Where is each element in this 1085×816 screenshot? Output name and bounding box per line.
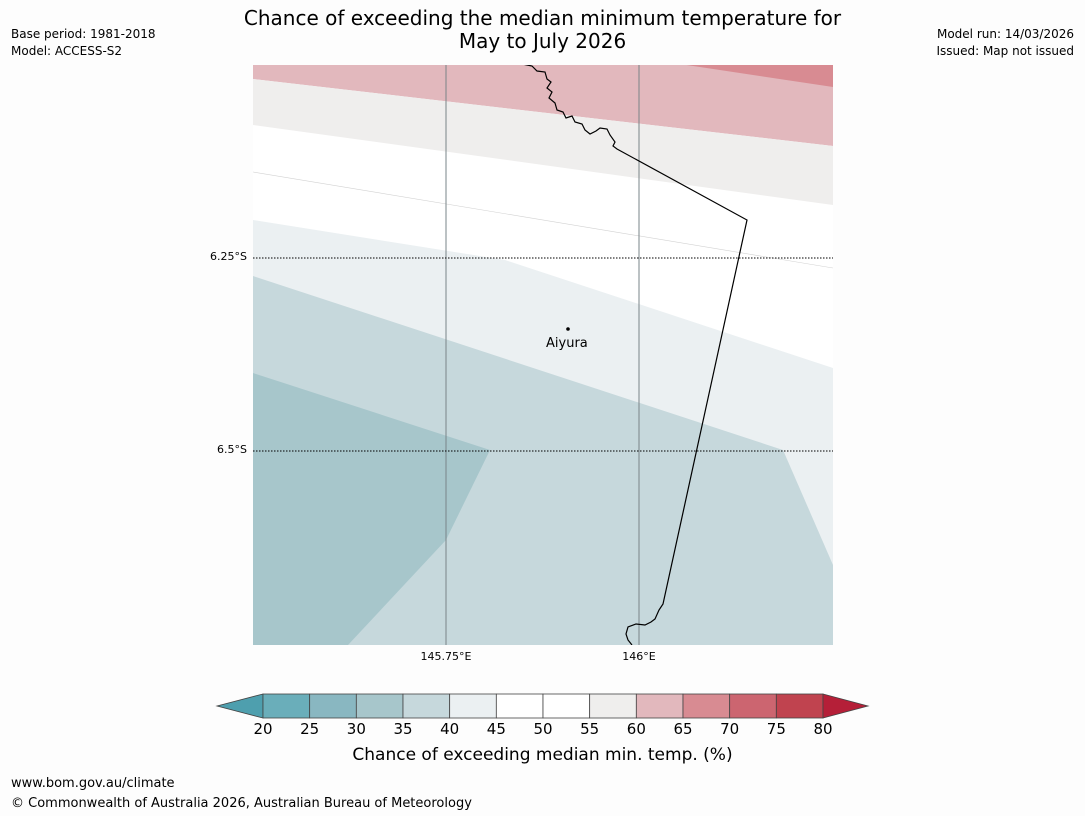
colorbar-tick-75: 75 (766, 720, 786, 738)
border-line (523, 65, 748, 645)
probability-shading (253, 65, 833, 645)
band-30-35 (253, 373, 490, 645)
map-title: Chance of exceeding the median minimum t… (0, 7, 1085, 53)
footer-copyright: © Commonwealth of Australia 2026, Austra… (11, 796, 472, 811)
band-65-70 (686, 65, 833, 87)
band-60-65 (253, 65, 833, 146)
colorbar-tick-65: 65 (673, 720, 693, 738)
colorbar-tick-60: 60 (626, 720, 646, 738)
base-period-text: Base period: 1981-2018 (11, 27, 156, 41)
colorbar-tick-35: 35 (393, 720, 413, 738)
colorbar-tick-45: 45 (486, 720, 506, 738)
colorbar-tick-25: 25 (300, 720, 320, 738)
colorbar-tick-40: 40 (440, 720, 460, 738)
colorbar-tick-50: 50 (533, 720, 553, 738)
issued-text: Issued: Map not issued (936, 44, 1074, 58)
footer-url[interactable]: www.bom.gov.au/climate (11, 776, 175, 791)
lon-label-146: 146°E (622, 650, 656, 663)
colorbar-tick-20: 20 (253, 720, 273, 738)
lon-label-145-75: 145.75°E (420, 650, 472, 663)
aiyura-marker (566, 327, 570, 331)
map-title-line2: May to July 2026 (458, 29, 627, 53)
colorbar-tick-30: 30 (346, 720, 366, 738)
colorbar-tick-80: 80 (813, 720, 833, 738)
map-title-line1: Chance of exceeding the median minimum t… (243, 6, 842, 30)
model-text: Model: ACCESS-S2 (11, 44, 123, 58)
lat-label-6-25: 6.25°S (210, 250, 247, 263)
model-run-text: Model run: 14/03/2026 (936, 27, 1074, 41)
band-55-60 (253, 79, 833, 205)
contour-line (253, 171, 833, 269)
place-label-aiyura: Aiyura (546, 336, 588, 351)
colorbar-tick-70: 70 (720, 720, 740, 738)
colorbar-title: Chance of exceeding median min. temp. (%… (352, 745, 733, 765)
lat-label-6-5: 6.5°S (217, 443, 247, 456)
colorbar-tick-55: 55 (580, 720, 600, 738)
meta-left: Base period: 1981-2018 Model: ACCESS-S2 (11, 26, 156, 60)
meta-right: Model run: 14/03/2026 Issued: Map not is… (936, 26, 1074, 60)
